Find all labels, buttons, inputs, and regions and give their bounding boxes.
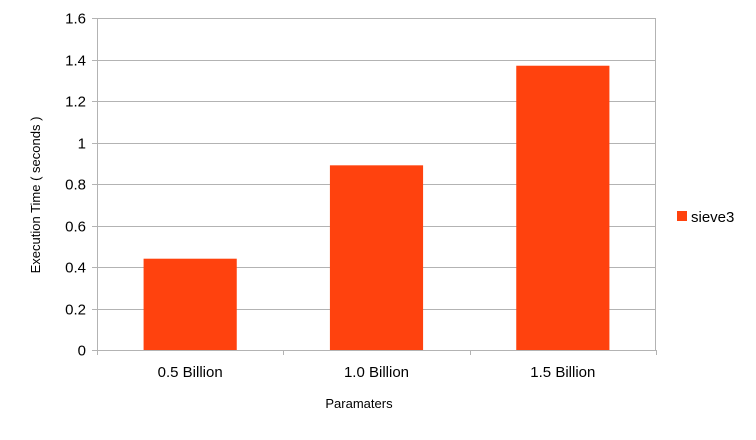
y-tick-label: 1.6 — [65, 11, 86, 28]
x-category-label: 1.5 Billion — [530, 364, 595, 381]
bar-1-5-billion — [516, 65, 610, 350]
y-tick-label: 0.6 — [65, 219, 86, 236]
y-tick-label: 0 — [78, 343, 86, 360]
y-tick-label: 1.2 — [65, 94, 86, 111]
axes — [92, 18, 657, 355]
y-tick-label: 0.8 — [65, 177, 86, 194]
legend-label-sieve3: sieve3 — [691, 209, 734, 226]
x-category-label: 0.5 Billion — [158, 364, 223, 381]
bars — [143, 65, 610, 350]
bar-1-0-billion — [329, 165, 424, 350]
x-axis-title: Paramaters — [325, 396, 393, 411]
tick-labels: 0 0.2 0.4 0.6 0.8 1 1.2 1.4 1.6 0.5 Billion 1.0 Bi… — [65, 11, 595, 382]
y-axis-title: Execution Time ( seconds ) — [28, 117, 43, 274]
plot-frame — [97, 18, 656, 351]
y-tick-label: 1.4 — [65, 53, 86, 70]
legend: sieve3 — [677, 209, 734, 226]
y-tick-label: 0.4 — [65, 260, 86, 277]
y-tick-label: 1 — [78, 136, 86, 153]
legend-swatch-sieve3 — [677, 211, 687, 221]
bar-0-5-billion — [143, 258, 237, 350]
y-tick-label: 0.2 — [65, 302, 86, 319]
x-category-label: 1.0 Billion — [344, 364, 409, 381]
